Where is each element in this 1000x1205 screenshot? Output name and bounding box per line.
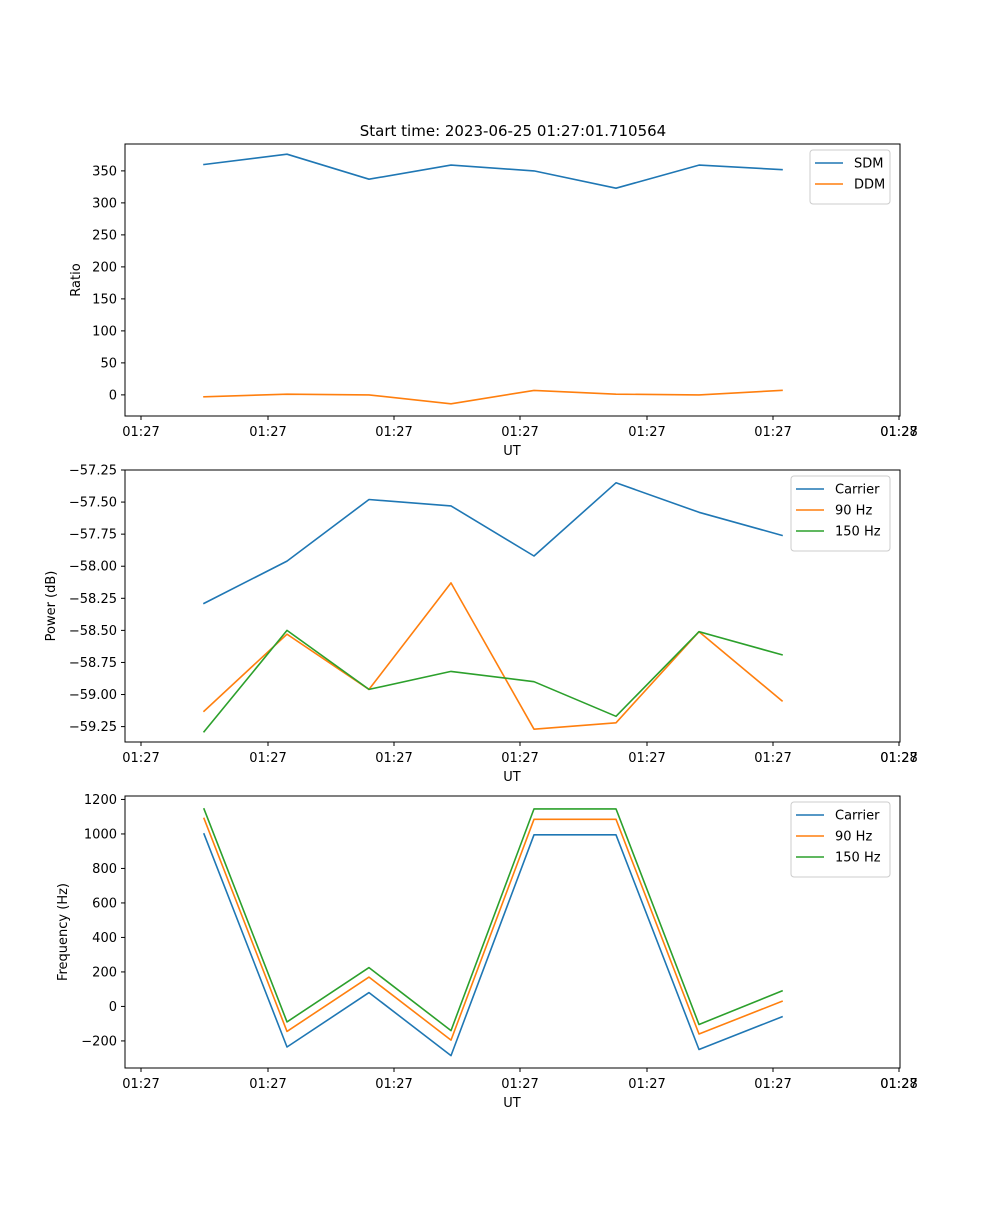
y-tick-label: −58.50 — [69, 624, 117, 639]
x-tick-label: 01:27 — [628, 1077, 665, 1092]
y-tick-label: 150 — [92, 292, 117, 307]
chart-panel-1: 01:27 01:27 01:27 01:27 01:27 01:27 01:2701:28… — [69, 143, 918, 459]
x-tick-label: 01:28 — [880, 425, 917, 440]
legend-entry: 150 Hz — [835, 525, 881, 540]
y-axis-label: Ratio — [69, 263, 84, 296]
legend-entry: Carrier — [835, 809, 880, 824]
x-axis-label: UT — [503, 1096, 521, 1111]
y-axis-label: Power (dB) — [44, 571, 59, 642]
y-axis-label: Frequency (Hz) — [56, 883, 71, 981]
legend: Carrier 90 Hz 150 Hz — [790, 801, 891, 878]
series-line-ddm — [203, 389, 783, 405]
x-tick-label: 01:27 — [501, 1077, 538, 1092]
legend-entry: SDM — [854, 157, 883, 172]
legend-entry: Carrier — [835, 483, 880, 498]
x-tick-label: 01:27 — [501, 425, 538, 440]
y-tick-label: −59.25 — [69, 720, 117, 735]
series-line-150-hz — [202, 807, 784, 1032]
x-tick-label: 01:28 — [880, 751, 917, 766]
x-tick-label: 01:27 — [880, 751, 917, 766]
legend-entry: 90 Hz — [835, 830, 872, 845]
x-axis-label: UT — [503, 770, 521, 785]
legend-box — [790, 475, 891, 552]
figure-title: Start time: 2023-06-25 01:27:01.710564 — [360, 122, 666, 140]
y-tick-label: 200 — [92, 965, 117, 980]
legend-entry: 150 Hz — [835, 851, 881, 866]
axes-frame — [124, 469, 901, 743]
x-tick-label: 01:27 — [880, 425, 917, 440]
y-tick-label: 600 — [92, 896, 117, 911]
x-tick-label: 01:27 — [754, 425, 791, 440]
x-tick-label: 01:27 — [628, 751, 665, 766]
y-tick-label: −58.00 — [69, 560, 117, 575]
y-tick-label: −57.25 — [69, 464, 117, 479]
x-tick-label: 01:27 — [754, 1077, 791, 1092]
x-tick-label: 01:27 — [754, 751, 791, 766]
x-tick-label: 01:27 — [249, 425, 286, 440]
x-tick-label: 01:27 — [375, 751, 412, 766]
x-tick-label: 01:27 — [880, 1077, 917, 1092]
y-tick-label: −200 — [81, 1034, 117, 1049]
axes-frame — [124, 795, 901, 1069]
panels: 01:27 01:27 01:27 01:27 01:27 01:27 01:2701:28… — [44, 143, 918, 1111]
x-axis-label: UT — [503, 444, 521, 459]
axes-frame — [124, 143, 901, 417]
series-line-150-hz — [202, 629, 783, 733]
legend-entry: DDM — [854, 178, 885, 193]
y-tick-label: 400 — [92, 931, 117, 946]
y-tick-label: −57.50 — [69, 496, 117, 511]
legend: Carrier 90 Hz 150 Hz — [790, 475, 891, 552]
legend: SDM DDM — [809, 149, 891, 205]
y-tick-label: −59.00 — [69, 688, 117, 703]
x-tick-label: 01:27 — [249, 751, 286, 766]
series-line-sdm — [203, 153, 783, 189]
legend-box — [790, 801, 891, 878]
series-line-carrier — [202, 832, 784, 1057]
series-line-90-hz — [202, 582, 784, 731]
y-tick-label: 250 — [92, 228, 117, 243]
y-tick-label: 100 — [92, 324, 117, 339]
x-tick-label: 01:27 — [122, 1077, 159, 1092]
y-tick-label: 800 — [92, 862, 117, 877]
y-tick-label: −57.75 — [69, 528, 117, 543]
y-tick-label: 200 — [92, 260, 117, 275]
y-tick-label: 0 — [109, 388, 117, 403]
series-line-carrier — [202, 481, 783, 605]
x-tick-label: 01:27 — [375, 425, 412, 440]
y-tick-label: 50 — [100, 356, 117, 371]
y-tick-label: 350 — [92, 164, 117, 179]
x-tick-label: 01:27 — [122, 751, 159, 766]
y-tick-label: 300 — [92, 196, 117, 211]
chart-panel-3: 01:27 01:27 01:27 01:27 01:27 01:27 01:2701:28… — [56, 793, 918, 1111]
x-tick-label: 01:27 — [122, 425, 159, 440]
y-tick-label: 1000 — [84, 827, 117, 842]
y-tick-label: 0 — [109, 1000, 117, 1015]
y-tick-label: −58.25 — [69, 592, 117, 607]
x-tick-label: 01:27 — [249, 1077, 286, 1092]
x-tick-label: 01:27 — [501, 751, 538, 766]
x-tick-label: 01:27 — [375, 1077, 412, 1092]
y-tick-label: −58.75 — [69, 656, 117, 671]
y-tick-label: 1200 — [84, 793, 117, 808]
series-line-90-hz — [202, 817, 784, 1041]
x-tick-label: 01:27 — [628, 425, 665, 440]
x-tick-label: 01:28 — [880, 1077, 917, 1092]
chart-panel-2: 01:27 01:27 01:27 01:27 01:27 01:27 01:2701:28… — [44, 464, 918, 786]
legend-entry: 90 Hz — [835, 504, 872, 519]
